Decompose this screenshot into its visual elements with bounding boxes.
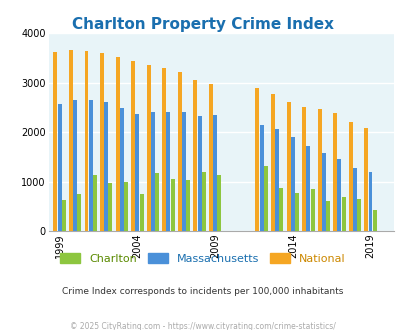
Bar <box>341 197 345 231</box>
Bar <box>263 166 267 231</box>
Bar <box>290 138 294 231</box>
Bar <box>186 180 190 231</box>
Bar <box>306 147 309 231</box>
Bar <box>255 88 259 231</box>
Bar <box>166 112 170 231</box>
Bar <box>115 57 119 231</box>
Bar <box>73 100 77 231</box>
Bar <box>77 194 81 231</box>
Bar <box>372 210 376 231</box>
Bar <box>208 84 212 231</box>
Bar <box>348 122 352 231</box>
Text: Crime Index corresponds to incidents per 100,000 inhabitants: Crime Index corresponds to incidents per… <box>62 287 343 296</box>
Bar <box>69 50 73 231</box>
Bar <box>333 113 337 231</box>
Bar <box>294 193 298 231</box>
Bar <box>58 104 62 231</box>
Bar <box>213 115 217 231</box>
Bar <box>363 128 367 231</box>
Bar <box>88 100 92 231</box>
Bar <box>181 112 185 231</box>
Bar <box>356 199 360 231</box>
Bar <box>146 65 150 231</box>
Bar <box>104 102 108 231</box>
Bar <box>177 72 181 231</box>
Bar <box>337 159 341 231</box>
Bar <box>310 189 314 231</box>
Bar <box>271 94 274 231</box>
Bar <box>155 173 159 231</box>
Bar <box>197 116 201 231</box>
Bar <box>119 108 124 231</box>
Bar <box>93 175 97 231</box>
Bar <box>217 175 221 231</box>
Bar <box>193 80 197 231</box>
Bar <box>162 68 166 231</box>
Bar <box>139 194 143 231</box>
Bar <box>201 172 205 231</box>
Bar <box>259 125 263 231</box>
Bar <box>170 179 174 231</box>
Bar <box>317 109 321 231</box>
Bar <box>275 129 279 231</box>
Bar <box>84 51 88 231</box>
Bar <box>352 168 356 231</box>
Bar <box>279 188 283 231</box>
Bar <box>286 102 290 231</box>
Bar <box>53 52 57 231</box>
Text: Charlton Property Crime Index: Charlton Property Crime Index <box>72 16 333 31</box>
Bar <box>100 53 104 231</box>
Bar <box>135 114 139 231</box>
Bar <box>62 200 66 231</box>
Bar <box>321 153 325 231</box>
Bar <box>131 61 135 231</box>
Bar <box>108 183 112 231</box>
Bar <box>124 182 128 231</box>
Text: © 2025 CityRating.com - https://www.cityrating.com/crime-statistics/: © 2025 CityRating.com - https://www.city… <box>70 322 335 330</box>
Bar <box>151 112 154 231</box>
Bar <box>301 107 305 231</box>
Bar <box>325 201 329 231</box>
Bar <box>368 172 371 231</box>
Legend: Charlton, Massachusetts, National: Charlton, Massachusetts, National <box>55 249 350 268</box>
